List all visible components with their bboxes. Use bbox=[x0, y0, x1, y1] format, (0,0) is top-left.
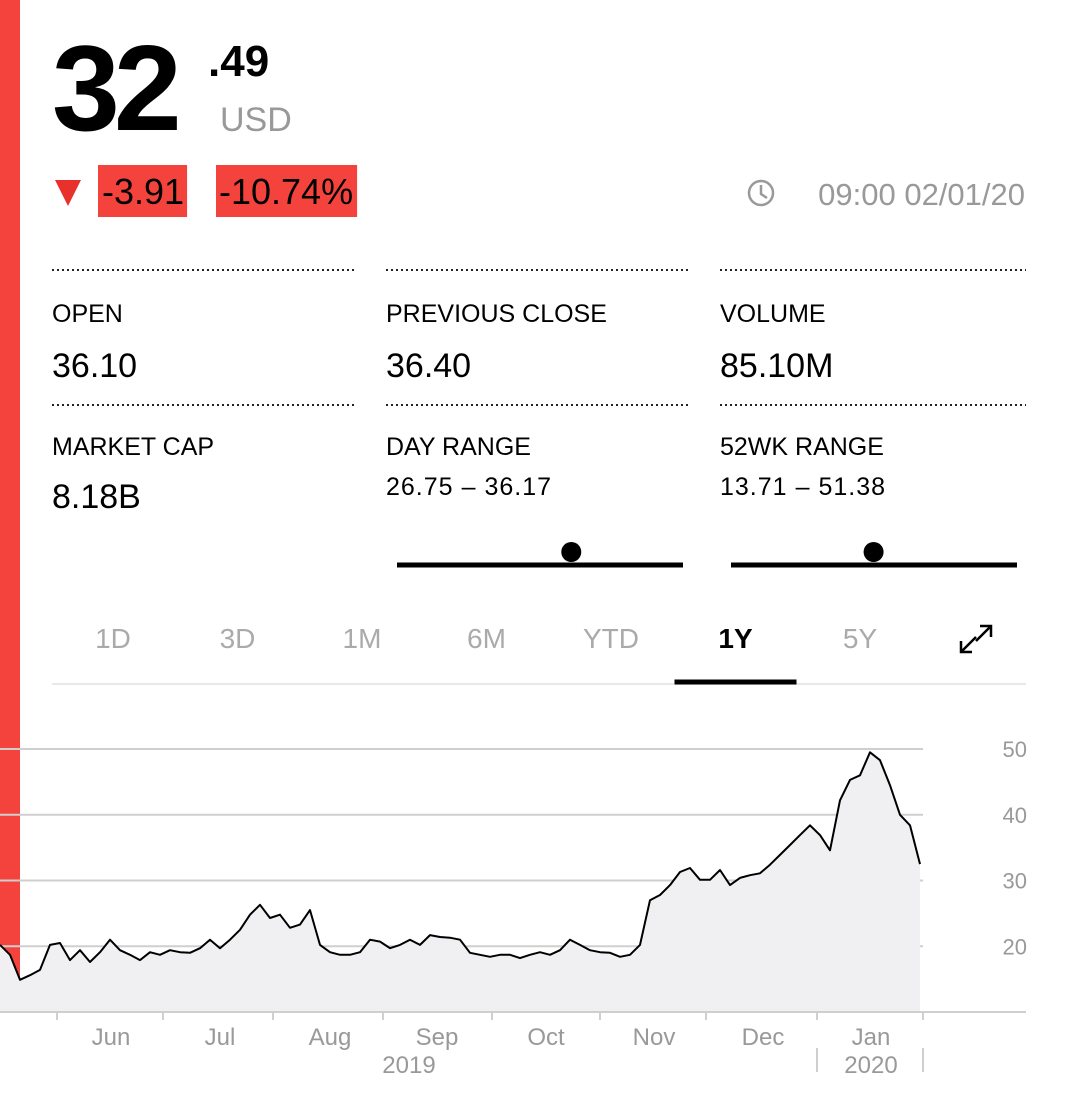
change-pct: -10.74% bbox=[219, 171, 353, 212]
clock-icon bbox=[747, 179, 775, 207]
change-box bbox=[98, 165, 188, 217]
dividers bbox=[52, 269, 1026, 406]
period-tab[interactable]: 1D bbox=[95, 623, 131, 654]
x-tick-label: Jul bbox=[205, 1024, 236, 1051]
range-marker bbox=[561, 542, 582, 562]
range-part: 13.71 bbox=[720, 473, 788, 501]
x-tick-label: Oct bbox=[527, 1024, 565, 1051]
y-tick-label: 30 bbox=[1003, 869, 1027, 894]
down-arrow bbox=[55, 180, 81, 206]
stat-value: 36.10 bbox=[52, 347, 137, 385]
range-label: DAY RANGE bbox=[386, 433, 531, 461]
change: -3.91 bbox=[102, 171, 184, 212]
stat-label: VOLUME bbox=[720, 300, 826, 328]
clock-hands bbox=[759, 185, 768, 200]
price-decimal: .49 bbox=[208, 37, 269, 86]
currency: USD bbox=[220, 101, 292, 139]
range-part: 51.38 bbox=[818, 473, 886, 501]
x-tick-label: Nov bbox=[633, 1024, 676, 1051]
range-value: 26.75–36.17 bbox=[386, 473, 552, 501]
range-part: 26.75 bbox=[386, 473, 454, 501]
stat-label: PREVIOUS CLOSE bbox=[386, 300, 607, 328]
stat-label: MARKET CAP bbox=[52, 433, 214, 461]
stat-value: 85.10M bbox=[720, 347, 833, 385]
range-value: 13.71–51.38 bbox=[720, 473, 886, 501]
x-tick-label: Aug bbox=[309, 1024, 352, 1051]
expand-icon[interactable] bbox=[959, 624, 993, 654]
period-tab[interactable]: 5Y bbox=[843, 623, 878, 654]
quote-time: 09:00 02/01/20 bbox=[818, 177, 1025, 212]
y-tick-label: 40 bbox=[1003, 803, 1027, 828]
year-label: 2020 bbox=[844, 1052, 897, 1079]
clock-face bbox=[747, 179, 775, 207]
x-tick-label: Dec bbox=[742, 1024, 785, 1051]
range-part: 36.17 bbox=[484, 473, 552, 501]
range-part: – bbox=[796, 473, 811, 501]
stat-value: 36.40 bbox=[386, 347, 471, 385]
y-tick-label: 50 bbox=[1003, 737, 1027, 762]
x-tick-label: Sep bbox=[416, 1024, 459, 1051]
year-label: 2019 bbox=[382, 1052, 435, 1079]
price-line bbox=[0, 751, 921, 981]
range-part: – bbox=[462, 473, 477, 501]
x-tick-label: Jan bbox=[852, 1024, 891, 1051]
expand-stroke bbox=[975, 625, 992, 642]
period-tab[interactable]: 3D bbox=[220, 623, 256, 654]
stat-value: 8.18B bbox=[52, 478, 141, 516]
price-integer: 32 bbox=[52, 20, 177, 156]
period-tab[interactable]: 1M bbox=[343, 623, 382, 654]
stat-label: OPEN bbox=[52, 300, 123, 328]
y-tick-label: 20 bbox=[1003, 934, 1027, 959]
price-area bbox=[0, 752, 920, 1012]
period-tab[interactable]: YTD bbox=[583, 623, 639, 654]
change-pct-box bbox=[216, 165, 358, 217]
x-tick-label: Jun bbox=[92, 1024, 131, 1051]
side-bar bbox=[0, 0, 20, 1012]
period-tab[interactable]: 6M bbox=[467, 623, 506, 654]
expand-stroke bbox=[960, 636, 977, 653]
range-label: 52WK RANGE bbox=[720, 433, 884, 461]
range-marker bbox=[863, 542, 884, 562]
period-tab[interactable]: 1Y bbox=[718, 623, 753, 654]
